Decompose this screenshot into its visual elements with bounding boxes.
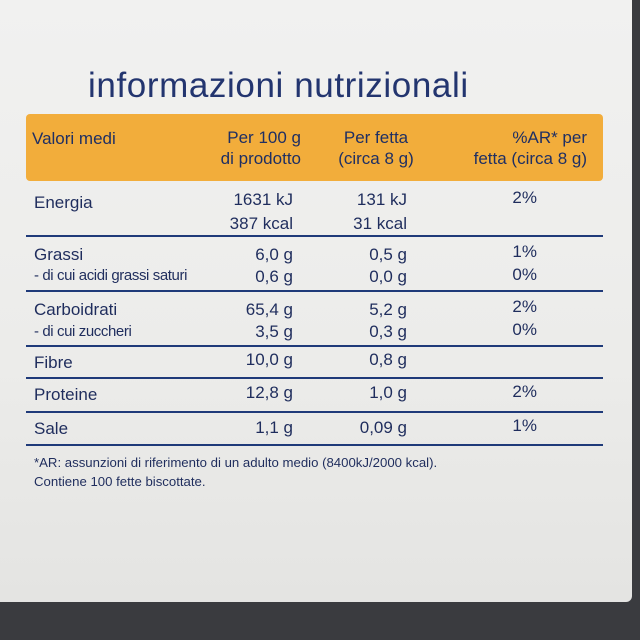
energia-per100-kcal: 387 kcal	[229, 214, 293, 233]
grassi-saturi-per100: 0,6 g	[255, 267, 293, 286]
table-row-energia: Energia 1631 kJ 387 kcal 131 kJ 31 kcal …	[26, 181, 603, 237]
nutrition-title: informazioni nutrizionali	[88, 66, 469, 105]
table-row-grassi: Grassi 6,0 g 0,5 g 1% - di cui acidi gra…	[26, 237, 603, 292]
footnote-contents: Contiene 100 fette biscottate.	[34, 474, 206, 489]
nutrition-table: Valori medi Per 100 g di prodotto Per fe…	[26, 114, 603, 446]
grassi-ar: 1%	[512, 242, 537, 261]
carboidrati-fetta: 5,2 g	[369, 300, 407, 319]
header-per-100g: Per 100 g di prodotto	[220, 128, 301, 168]
label-grassi: Grassi	[34, 245, 84, 264]
zuccheri-ar: 0%	[512, 320, 537, 339]
energia-per100-kj: 1631 kJ	[233, 190, 293, 209]
header-valori-medi: Valori medi	[32, 129, 116, 148]
table-header: Valori medi Per 100 g di prodotto Per fe…	[26, 114, 603, 181]
table-row-proteine: Proteine 12,8 g 1,0 g 2%	[26, 379, 603, 413]
proteine-per100: 12,8 g	[245, 383, 293, 402]
table-row-sale: Sale 1,1 g 0,09 g 1%	[26, 413, 603, 446]
grassi-per100: 6,0 g	[255, 245, 293, 264]
footnote: *AR: assunzioni di riferimento di un adu…	[34, 453, 624, 491]
table-row-carboidrati: Carboidrati 65,4 g 5,2 g 2% - di cui zuc…	[26, 292, 603, 347]
package-panel: informazioni nutrizionali Valori medi Pe…	[0, 0, 632, 602]
footnote-ar: *AR: assunzioni di riferimento di un adu…	[34, 455, 438, 470]
label-carboidrati: Carboidrati	[34, 300, 118, 319]
proteine-fetta: 1,0 g	[369, 383, 407, 402]
grassi-saturi-fetta: 0,0 g	[369, 267, 407, 286]
label-sale: Sale	[34, 419, 69, 438]
grassi-fetta: 0,5 g	[369, 245, 407, 264]
zuccheri-fetta: 0,3 g	[369, 322, 407, 341]
header-per-fetta: Per fetta (circa 8 g)	[338, 128, 414, 168]
label-proteine: Proteine	[34, 385, 98, 404]
energia-ar: 2%	[512, 188, 537, 207]
proteine-ar: 2%	[512, 382, 537, 401]
label-energia: Energia	[34, 193, 93, 212]
energia-fetta-kcal: 31 kcal	[353, 214, 407, 233]
label-fibre: Fibre	[34, 353, 73, 372]
carboidrati-per100: 65,4 g	[245, 300, 293, 319]
zuccheri-per100: 3,5 g	[255, 322, 293, 341]
header-ar: %AR* per fetta (circa 8 g)	[473, 128, 587, 168]
energia-fetta-kj: 131 kJ	[356, 190, 407, 209]
label-grassi-saturi: - di cui acidi grassi saturi	[34, 267, 188, 284]
sale-ar: 1%	[512, 416, 537, 435]
carboidrati-ar: 2%	[512, 297, 537, 316]
fibre-fetta: 0,8 g	[369, 350, 407, 369]
grassi-saturi-ar: 0%	[512, 265, 537, 284]
label-zuccheri: - di cui zuccheri	[34, 323, 132, 340]
sale-fetta: 0,09 g	[359, 418, 407, 437]
sale-per100: 1,1 g	[255, 418, 293, 437]
fibre-per100: 10,0 g	[245, 350, 293, 369]
table-row-fibre: Fibre 10,0 g 0,8 g	[26, 347, 603, 379]
